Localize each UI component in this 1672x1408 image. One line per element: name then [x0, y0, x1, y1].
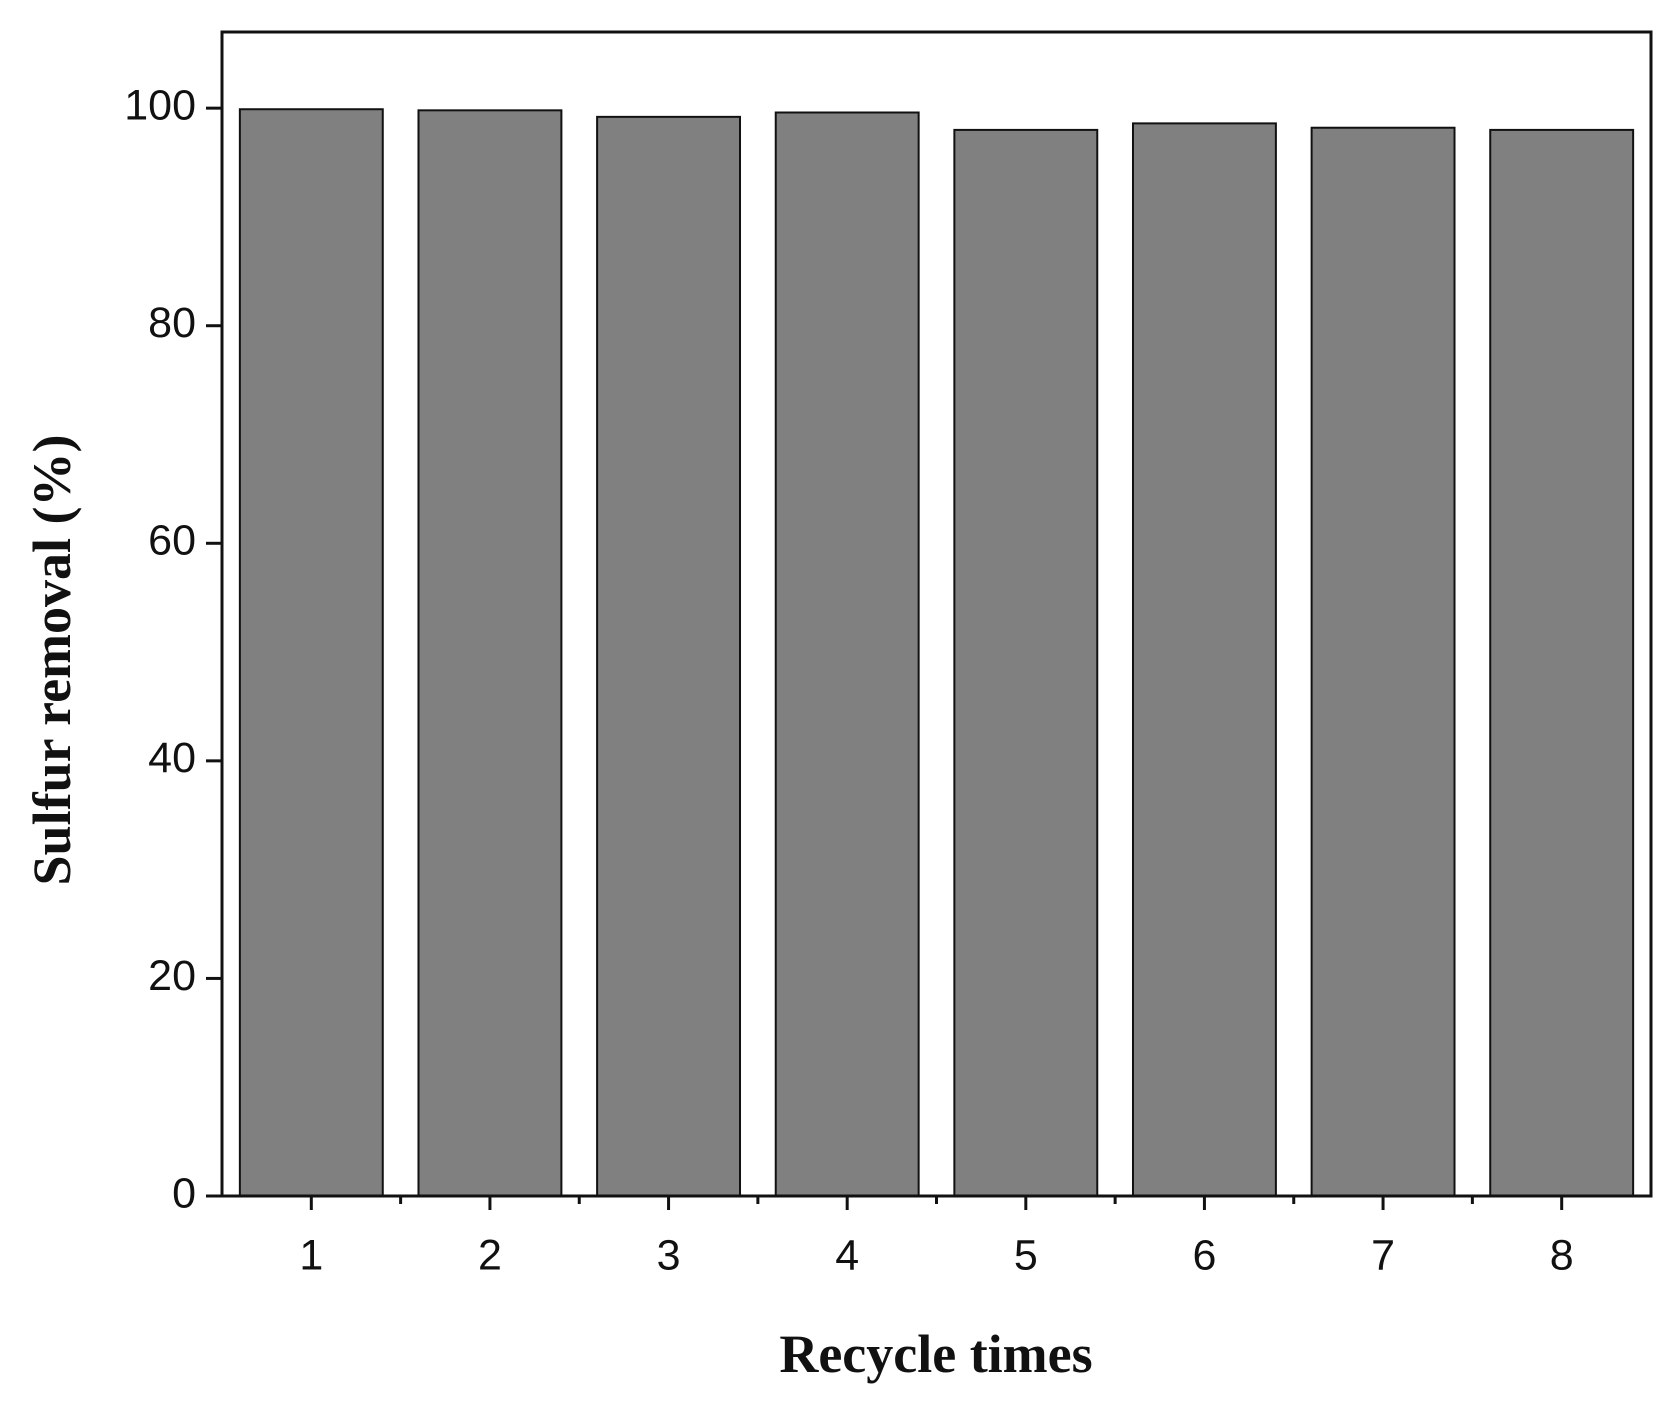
bar: [1131, 122, 1277, 1198]
bar: [238, 108, 384, 1197]
x-tick-label: 5: [1014, 1231, 1038, 1279]
x-tick-label: 8: [1550, 1231, 1574, 1279]
y-tick-label: 20: [148, 952, 196, 1000]
x-axis-title: Recycle times: [779, 1324, 1092, 1384]
x-tick-label: 6: [1192, 1231, 1216, 1279]
bar: [774, 111, 920, 1197]
y-tick-label: 40: [148, 734, 196, 782]
plot-frame: [220, 30, 1653, 1198]
x-tick-label: 1: [299, 1231, 323, 1279]
y-tick-label: 0: [172, 1169, 196, 1217]
bar: [417, 109, 563, 1198]
bar: [596, 115, 742, 1198]
y-tick-label: 60: [148, 517, 196, 565]
y-tick-label: 100: [124, 82, 196, 130]
x-tick-label: 4: [835, 1231, 859, 1279]
y-axis-title: Sulfur removal (%): [22, 435, 82, 886]
x-tick-label: 2: [478, 1231, 502, 1279]
x-tick-label: 3: [657, 1231, 681, 1279]
x-tick-label: 7: [1371, 1231, 1395, 1279]
y-tick-label: 80: [148, 299, 196, 347]
bar: [953, 128, 1099, 1198]
bar: [1310, 126, 1456, 1198]
bar: [1489, 128, 1635, 1198]
